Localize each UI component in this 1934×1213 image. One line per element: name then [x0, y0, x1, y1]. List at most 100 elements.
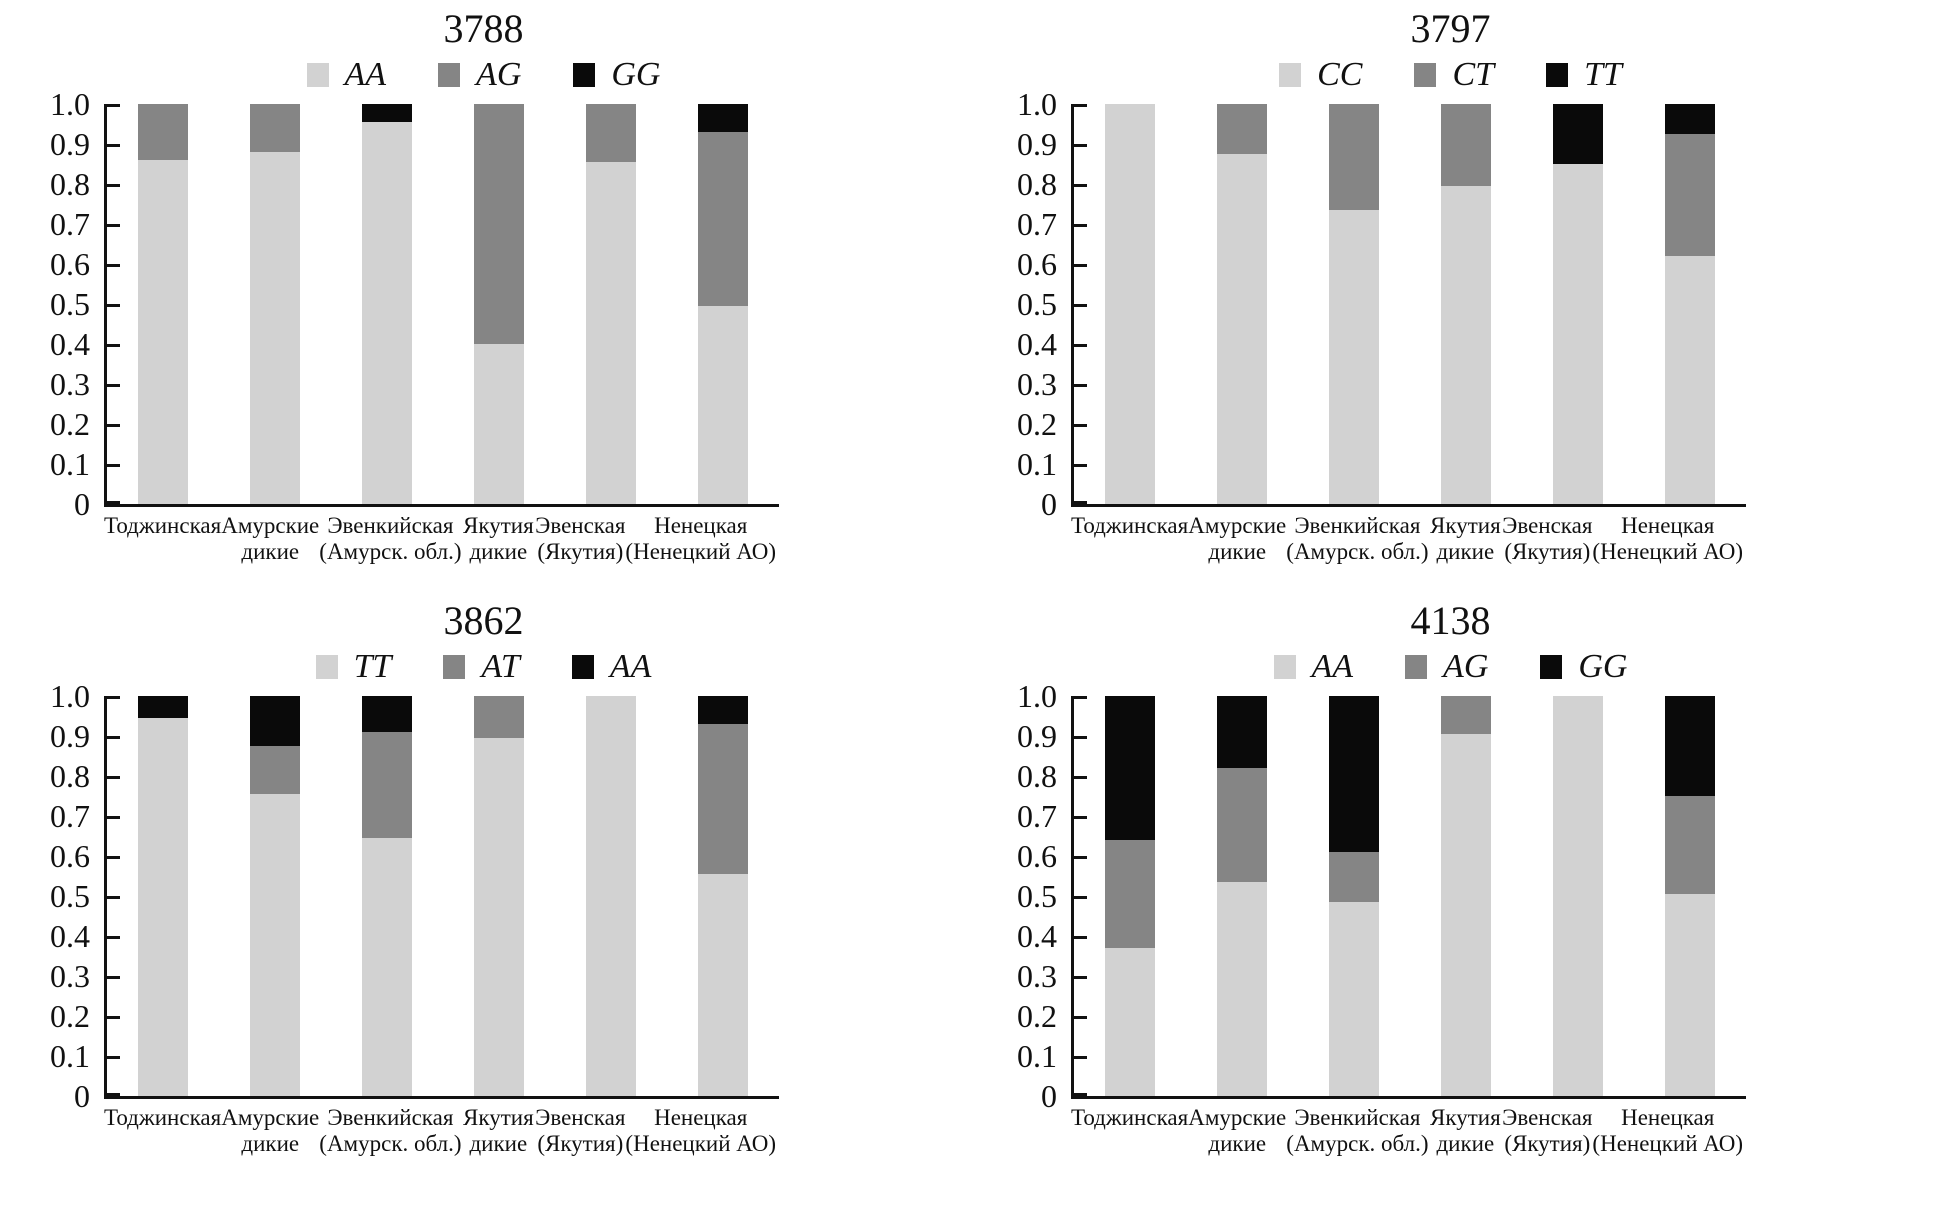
legend-item-AT: AT [443, 648, 520, 685]
category-label-line: Эвенская [535, 513, 626, 538]
y-axis-tick-label: 0.7 [50, 798, 90, 834]
y-axis-tick-label: 0.9 [50, 126, 90, 162]
bars-row [1074, 104, 1746, 504]
chart-panel-3788: 3788 AA AG GG 1.0 0.9 0.8 0.7 0.6 0.5 0.4 0.3 0.2 0.1… [0, 0, 967, 592]
y-axis-tick-mark [107, 304, 120, 307]
bar-segment-AG [1329, 852, 1379, 902]
category-label-line: Ненецкая [1621, 1105, 1715, 1130]
legend: AA AG GG [0, 54, 967, 96]
legend-label: GG [1578, 648, 1628, 685]
y-axis-tick-label: 0.1 [50, 1038, 90, 1074]
y-axis-tick-label: 0.8 [1017, 166, 1057, 202]
y-axis-tick-mark [1074, 1056, 1087, 1059]
y-axis-tick-mark [107, 464, 120, 467]
y-axis-tick-label: 1.0 [50, 678, 90, 714]
bar-segment-TT [1553, 104, 1603, 164]
bar-segment-AA [250, 696, 300, 746]
legend: CC CT TT [967, 54, 1934, 96]
legend-item-CT: CT [1414, 58, 1494, 92]
category-label: Амурские дикие [221, 513, 319, 565]
category-label: Тоджинская [1071, 1105, 1188, 1157]
category-label: Эвенская (Якутия) [535, 513, 625, 565]
bar-segment-AT [698, 724, 748, 874]
legend-label: AA [609, 648, 652, 685]
bar-segment-AA [586, 162, 636, 504]
bar-Ненецкая (Ненецкий АО) [1665, 104, 1715, 504]
y-axis-tick-mark [1074, 816, 1087, 819]
plot: 1.0 0.9 0.8 0.7 0.6 0.5 0.4 0.3 0.2 0.1 0 [0, 680, 967, 1112]
y-axis-tick-label: 0.4 [1017, 918, 1057, 954]
x-axis-labels: Тоджинская Амурские дикие Эвенкийская (Амурс… [104, 513, 776, 565]
y-axis-tick-mark [1074, 1093, 1087, 1096]
bar-segment-AT [474, 696, 524, 738]
y-axis-tick-label: 0.9 [1017, 718, 1057, 754]
bar-cell [1634, 104, 1746, 504]
bar-cell [1074, 104, 1186, 504]
bar-segment-CC [1329, 210, 1379, 504]
legend-swatch-icon [1279, 63, 1302, 87]
bar-cell [555, 696, 667, 1096]
y-axis-tick-label: 0.4 [50, 918, 90, 954]
y-axis-tick-label: 0.6 [50, 838, 90, 874]
category-label-line: дикие [241, 1131, 300, 1156]
plot-area [1071, 104, 1746, 507]
legend-label: TT [353, 648, 392, 685]
y-axis-tick-mark [107, 896, 120, 899]
bar-cell [555, 104, 667, 504]
chart-panel-3797: 3797 CC CT TT 1.0 0.9 0.8 0.7 0.6 0.5 0.4 0.3 0.2 0.1… [967, 0, 1934, 592]
bar-Ненецкая (Ненецкий АО) [1665, 696, 1715, 1096]
bar-cell [107, 104, 219, 504]
bar-segment-AA [698, 696, 748, 724]
bar-segment-CC [1217, 154, 1267, 504]
legend-item-AA: AA [1273, 650, 1353, 684]
y-axis-tick-mark [107, 384, 120, 387]
plot: 1.0 0.9 0.8 0.7 0.6 0.5 0.4 0.3 0.2 0.1 0 [0, 88, 967, 520]
y-axis-tick-label: 1.0 [1017, 678, 1057, 714]
y-axis-tick-mark [1074, 104, 1087, 107]
bar-segment-AT [362, 732, 412, 838]
y-axis-tick-label: 0 [74, 1078, 90, 1114]
y-axis-tick-label: 0.9 [1017, 126, 1057, 162]
bar-cell [1186, 696, 1298, 1096]
category-label-line: дикие [469, 1131, 528, 1156]
bar-segment-AA [474, 344, 524, 504]
bar-segment-TT [250, 794, 300, 1096]
category-label: Эвенская (Якутия) [1502, 1105, 1592, 1157]
bar-Тоджинская [138, 104, 188, 504]
chart-title: 3788 [443, 6, 524, 51]
y-axis-tick-label: 0.2 [1017, 406, 1057, 442]
category-label: Эвенкийская (Амурск. обл.) [1286, 513, 1428, 565]
bar-segment-AA [1217, 882, 1267, 1096]
y-axis-tick-label: 1.0 [50, 86, 90, 122]
bar-Тоджинская [138, 696, 188, 1096]
y-axis-tick-label: 0.2 [50, 406, 90, 442]
y-axis-tick-mark [1074, 384, 1087, 387]
bar-cell [219, 696, 331, 1096]
category-label-line: дикие [1436, 1131, 1495, 1156]
bar-segment-AG [586, 104, 636, 162]
legend-item-CC: CC [1279, 58, 1362, 92]
bar-segment-AA [1329, 902, 1379, 1096]
category-label-line: (Амурск. обл.) [319, 539, 462, 564]
category-label-line: Якутия [463, 513, 534, 538]
bar-segment-CC [1441, 186, 1491, 504]
category-label: Якутия дикие [462, 513, 536, 565]
bar-cell [331, 696, 443, 1096]
y-axis-tick-mark [107, 856, 120, 859]
bar-cell [1522, 696, 1634, 1096]
bar-cell [331, 104, 443, 504]
bar-Якутия дикие [474, 104, 524, 504]
category-label-line: Амурские [221, 513, 320, 538]
category-label-line: Амурские [1188, 513, 1287, 538]
category-label-line: (Якутия) [537, 539, 624, 564]
plot: 1.0 0.9 0.8 0.7 0.6 0.5 0.4 0.3 0.2 0.1 0 [967, 88, 1934, 520]
legend-item-TT: TT [315, 648, 392, 685]
y-axis-tick-mark [1074, 304, 1087, 307]
category-label: Амурские дикие [1188, 1105, 1286, 1157]
y-axis-tick-mark [107, 976, 120, 979]
legend-label: AT [481, 648, 520, 685]
bar-segment-GG [698, 104, 748, 132]
y-axis-tick-mark [107, 696, 120, 699]
x-axis-labels: Тоджинская Амурские дикие Эвенкийская (Амурс… [1071, 513, 1743, 565]
category-label: Якутия дикие [462, 1105, 536, 1157]
